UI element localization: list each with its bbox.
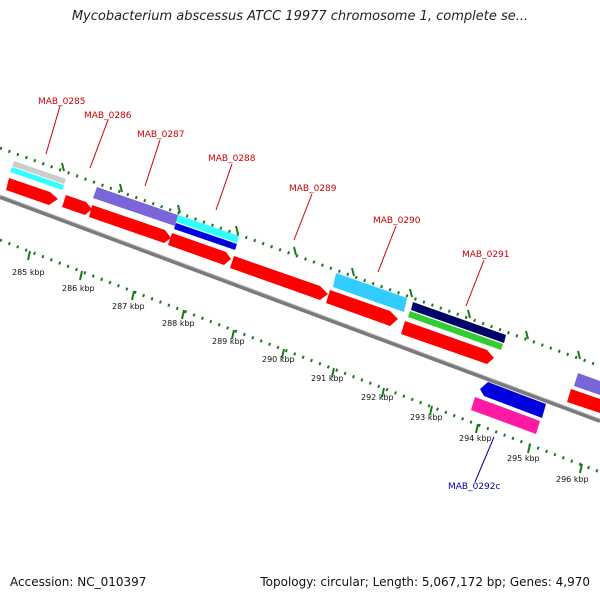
gene-arrow-mab-0288 (168, 233, 231, 265)
gene-label: MAB_0286 (84, 111, 132, 121)
footer-accession: Accession: NC_010397 (10, 575, 147, 589)
tick-label: 285 kbp (12, 268, 45, 277)
gene-arrow-mab-0286 (62, 195, 92, 215)
lower-ruler-ticks (27, 250, 583, 474)
feature-green (408, 311, 503, 350)
gene-label: MAB_0285 (38, 97, 86, 107)
tick-label: 288 kbp (162, 319, 195, 328)
tick-labels: 285 kbp 286 kbp 287 kbp 288 kbp 289 kbp … (12, 268, 589, 484)
gene-features (6, 161, 600, 434)
feature-purple-2 (574, 373, 600, 395)
gene-labels: MAB_0285 MAB_0286 MAB_0287 MAB_0288 MAB_… (38, 97, 510, 492)
tick-label: 292 kbp (361, 393, 394, 402)
tick-label: 287 kbp (112, 302, 145, 311)
gene-label: MAB_0288 (208, 154, 256, 164)
tick-label: 289 kbp (212, 337, 245, 346)
gene-arrow-mab-0291 (401, 321, 494, 364)
tick-label: 296 kbp (556, 475, 589, 484)
lower-ruler (0, 238, 600, 474)
gene-label: MAB_0292c (448, 482, 501, 492)
feature-magenta (471, 397, 540, 434)
tick-label: 286 kbp (62, 284, 95, 293)
backbone (0, 194, 600, 423)
gene-arrow-mab-0285 (6, 178, 58, 205)
gene-arrow-mab-0287 (89, 205, 171, 243)
feature-aqua (10, 167, 64, 190)
gene-arrow-mab-0292c (480, 382, 546, 418)
tick-label: 291 kbp (311, 374, 344, 383)
feature-grey (12, 161, 66, 184)
gene-label: MAB_0290 (373, 216, 421, 226)
feature-cyan (333, 273, 407, 312)
feature-blue (174, 223, 237, 250)
feature-purple (93, 187, 178, 226)
tick-label: 290 kbp (262, 355, 295, 364)
gene-arrow-mab-0289 (230, 256, 328, 300)
gene-arrow-mab-0290 (326, 290, 398, 326)
tick-label: 295 kbp (507, 454, 540, 463)
footer-summary: Topology: circular; Length: 5,067,172 bp… (260, 575, 590, 589)
upper-ruler (0, 146, 600, 368)
map-title: Mycobacterium abscessus ATCC 19977 chrom… (71, 9, 529, 24)
tick-label: 293 kbp (410, 413, 443, 422)
upper-ruler-ticks (61, 162, 581, 360)
gene-arrow-right-edge (567, 389, 600, 413)
tick-label: 294 kbp (459, 434, 492, 443)
gene-leaders (45, 105, 495, 483)
feature-navy (411, 302, 506, 343)
feature-aqua-2 (176, 215, 239, 243)
gene-label: MAB_0287 (137, 130, 185, 140)
gene-label: MAB_0289 (289, 184, 337, 194)
gene-label: MAB_0291 (462, 250, 510, 260)
